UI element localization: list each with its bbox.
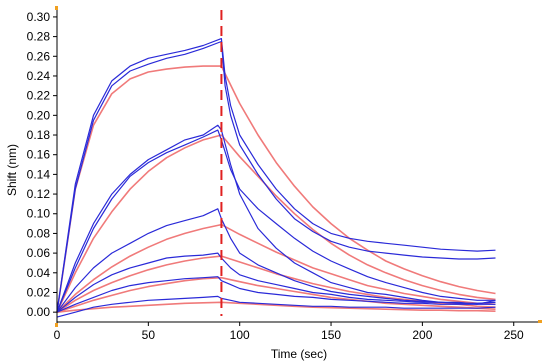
measured-curve-1 bbox=[56, 40, 496, 313]
x-tick-label: 0 bbox=[54, 328, 61, 342]
measured-curve-13 bbox=[56, 295, 496, 318]
y-tick-label: 0.14 bbox=[27, 167, 51, 181]
measured-curve-5 bbox=[56, 129, 496, 313]
y-tick-label: 0.24 bbox=[27, 69, 51, 83]
x-tick-label: 50 bbox=[142, 328, 156, 342]
fit-curve-10 bbox=[56, 276, 496, 313]
fit-curve-6 bbox=[56, 223, 496, 313]
x-axis-title: Time (sec) bbox=[271, 347, 327, 361]
fit-curve-3 bbox=[56, 134, 496, 313]
measured-curve-11 bbox=[56, 276, 496, 313]
measured-curve-0 bbox=[56, 37, 496, 313]
plot-area bbox=[56, 10, 496, 318]
measured-curve-7 bbox=[56, 208, 496, 313]
y-tick-label: 0.06 bbox=[27, 246, 51, 260]
y-tick-label: 0.12 bbox=[27, 187, 51, 201]
y-tick-label: 0.18 bbox=[27, 128, 51, 142]
fit-curve-2 bbox=[56, 65, 496, 313]
x-tick-label: 200 bbox=[412, 328, 432, 342]
fit-curve-12 bbox=[56, 301, 496, 313]
y-tick-label: 0.00 bbox=[27, 305, 51, 319]
y-axis-end-marker bbox=[55, 6, 58, 10]
y-tick-label: 0.16 bbox=[27, 148, 51, 162]
y-tick-label: 0.22 bbox=[27, 89, 51, 103]
x-axis-end-marker bbox=[538, 320, 542, 323]
origin-marker bbox=[55, 323, 58, 327]
y-tick-label: 0.10 bbox=[27, 207, 51, 221]
axes: 0.00 0.02 0.04 0.06 0.08 0.10 0.12 0.14 0.16 0.18… bbox=[27, 6, 542, 342]
y-tick-label: 0.20 bbox=[27, 108, 51, 122]
x-tick-label: 150 bbox=[321, 328, 341, 342]
measured-curve-9 bbox=[56, 252, 496, 313]
y-tick-label: 0.28 bbox=[27, 30, 51, 44]
x-tick-label: 100 bbox=[230, 328, 250, 342]
y-axis-title: Shift (nm) bbox=[5, 144, 19, 196]
x-tick-label: 250 bbox=[504, 328, 524, 342]
measured-curve-4 bbox=[56, 124, 496, 313]
y-tick-label: 0.30 bbox=[27, 10, 51, 24]
y-tick-label: 0.08 bbox=[27, 226, 51, 240]
y-tick-label: 0.26 bbox=[27, 49, 51, 63]
y-tick-label: 0.04 bbox=[27, 266, 51, 280]
y-tick-label: 0.02 bbox=[27, 285, 51, 299]
